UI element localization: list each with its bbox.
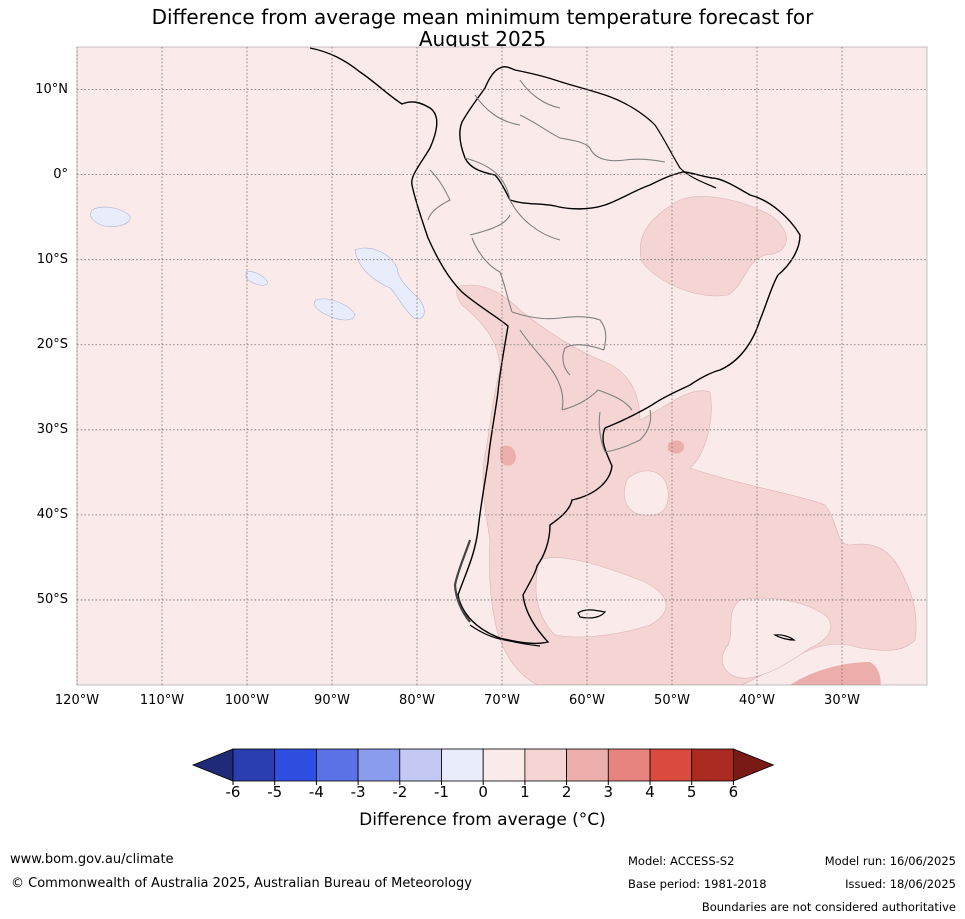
latitude-label: 30°S <box>36 421 68 437</box>
colorbar <box>191 748 775 785</box>
colorbar-tick-label: -5 <box>267 783 283 801</box>
colorbar-segment <box>607 748 651 782</box>
longitude-label: 60°W <box>569 693 605 708</box>
latitude-label: 10°N <box>35 81 68 97</box>
footer-url: www.bom.gov.au/climate <box>10 852 174 867</box>
longitude-label: 30°W <box>824 693 860 708</box>
colorbar-tick-label: -6 <box>225 783 241 801</box>
footer-copyright: © Commonwealth of Australia 2025, Austra… <box>11 876 472 891</box>
colorbar-segment <box>315 748 359 782</box>
colorbar-tick-label: 6 <box>728 783 739 801</box>
footer-disclaimer: Boundaries are not considered authoritat… <box>701 900 956 914</box>
south-america-coastline <box>309 47 801 645</box>
colorbar-tick-label: 4 <box>645 783 655 801</box>
colorbar-tick-label: -3 <box>350 783 366 801</box>
colorbar-tick-label: -1 <box>434 783 449 801</box>
anomaly-cool-pacific-3 <box>314 298 356 321</box>
footer-model: Model: ACCESS-S2 <box>628 854 735 868</box>
colorbar-segment <box>691 748 734 782</box>
south-georgia <box>773 634 796 641</box>
country-borders <box>427 79 666 453</box>
colorbar-tick-label: 5 <box>686 783 697 801</box>
anomaly-cool-pacific-1 <box>90 206 131 227</box>
colorbar-tick-label: 0 <box>478 783 488 801</box>
tierra-del-fuego <box>469 624 541 647</box>
colorbar-tick-label: 2 <box>561 783 572 801</box>
colorbar-label: Difference from average (°C) <box>359 810 606 830</box>
colorbar-tick-label: 3 <box>603 783 614 801</box>
colorbar-segment <box>441 748 484 782</box>
anomaly-spot-andes <box>500 445 516 466</box>
chile-archipelago <box>453 539 472 623</box>
colorbar-tick-label: 1 <box>520 783 530 801</box>
colorbar-segment <box>399 748 442 782</box>
colorbar-extend-high <box>733 748 775 782</box>
anomaly-hole-patagonia <box>535 557 667 638</box>
footer-model-run: Model run: 16/06/2025 <box>824 854 956 868</box>
anomaly-cool-pacific-4 <box>354 247 425 320</box>
longitude-label: 70°W <box>484 693 520 708</box>
longitude-label: 120°W <box>54 693 100 708</box>
latitude-label: 0° <box>53 166 68 182</box>
anomaly-spot-uruguay <box>668 440 685 454</box>
colorbar-tick-label: -2 <box>392 783 408 801</box>
longitude-label: 90°W <box>314 693 350 708</box>
anomaly-zone-northeast-brazil <box>639 196 787 297</box>
colorbar-extend-low <box>191 748 234 782</box>
map-frame <box>76 46 928 686</box>
map-title-line-1: Difference from average mean minimum tem… <box>151 5 814 29</box>
longitude-label: 50°W <box>654 693 690 708</box>
anomaly-hole-south-atlantic <box>624 470 669 516</box>
anomaly-hole-southwest-atlantic <box>721 597 832 679</box>
longitude-label: 40°W <box>739 693 775 708</box>
colorbar-segment <box>649 748 693 782</box>
latitude-label: 40°S <box>36 506 68 522</box>
map-title-line-2: August 2025 <box>418 27 547 51</box>
colorbar-segment <box>274 748 317 782</box>
latitude-label: 20°S <box>36 336 68 352</box>
anomaly-cool-pacific-2 <box>245 271 269 286</box>
footer-base-period: Base period: 1981-2018 <box>628 877 767 891</box>
latitude-label: 50°S <box>36 591 68 607</box>
colorbar-segment <box>357 748 401 782</box>
longitude-label: 100°W <box>224 693 270 708</box>
longitude-label: 110°W <box>139 693 185 708</box>
colorbar-segment <box>482 748 526 782</box>
colorbar-segment <box>232 748 276 782</box>
caribbean-coastline <box>514 69 717 189</box>
colorbar-segment <box>524 748 568 782</box>
longitude-label: 80°W <box>399 693 435 708</box>
colorbar-segment <box>566 748 609 782</box>
footer-issued: Issued: 18/06/2025 <box>845 877 956 891</box>
falkland-islands <box>577 609 607 619</box>
anomaly-spot-south-atlantic <box>790 662 881 685</box>
colorbar-tick-label: -4 <box>308 783 324 801</box>
latitude-label: 10°S <box>36 251 68 267</box>
